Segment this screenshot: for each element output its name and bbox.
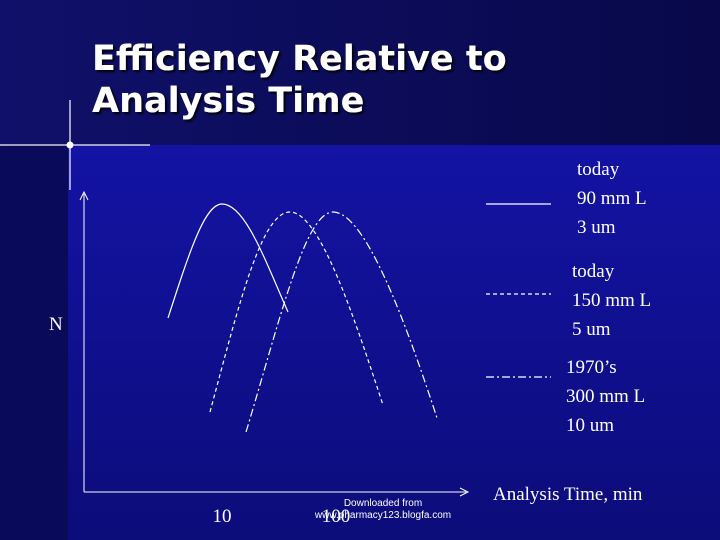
sparkle [0, 100, 150, 190]
side-band [0, 145, 68, 540]
curve-solid [167, 203, 289, 319]
axes [79, 190, 470, 497]
title-band [0, 0, 720, 145]
legend-text: today [577, 159, 620, 180]
legend-text: 5 um [572, 319, 611, 340]
title-line: Analysis Time [92, 81, 364, 121]
title-line: Efficiency Relative to [92, 39, 507, 79]
legend-text: 3 um [577, 217, 616, 238]
legend-text: 10 um [566, 415, 614, 436]
legend-text: 150 mm L [572, 290, 651, 311]
curves [167, 203, 438, 433]
x-label: Analysis Time, min [493, 484, 643, 505]
footer-line: Downloaded from [344, 498, 422, 509]
legend-text: today [572, 261, 615, 282]
legend-text: 90 mm L [577, 188, 647, 209]
footer-line: www.pharmacy123.blogfa.com [314, 510, 451, 521]
legend-text: 1970’s [566, 357, 617, 378]
curve-dashdot [245, 211, 438, 433]
curve-dashed [209, 211, 384, 413]
footer: Downloaded fromwww.pharmacy123.blogfa.co… [314, 498, 451, 521]
y-label: N [49, 314, 63, 335]
legend-text: 300 mm L [566, 386, 645, 407]
x-tick-label: 100 [322, 506, 351, 527]
legend-lines [486, 203, 551, 378]
x-tick-label: 10 [213, 506, 232, 527]
x-tick-labels: 10 100 [213, 506, 351, 527]
legend: today 90 mm L 3 um today 150 mm L 5 um 1970’s 3… [566, 159, 651, 436]
